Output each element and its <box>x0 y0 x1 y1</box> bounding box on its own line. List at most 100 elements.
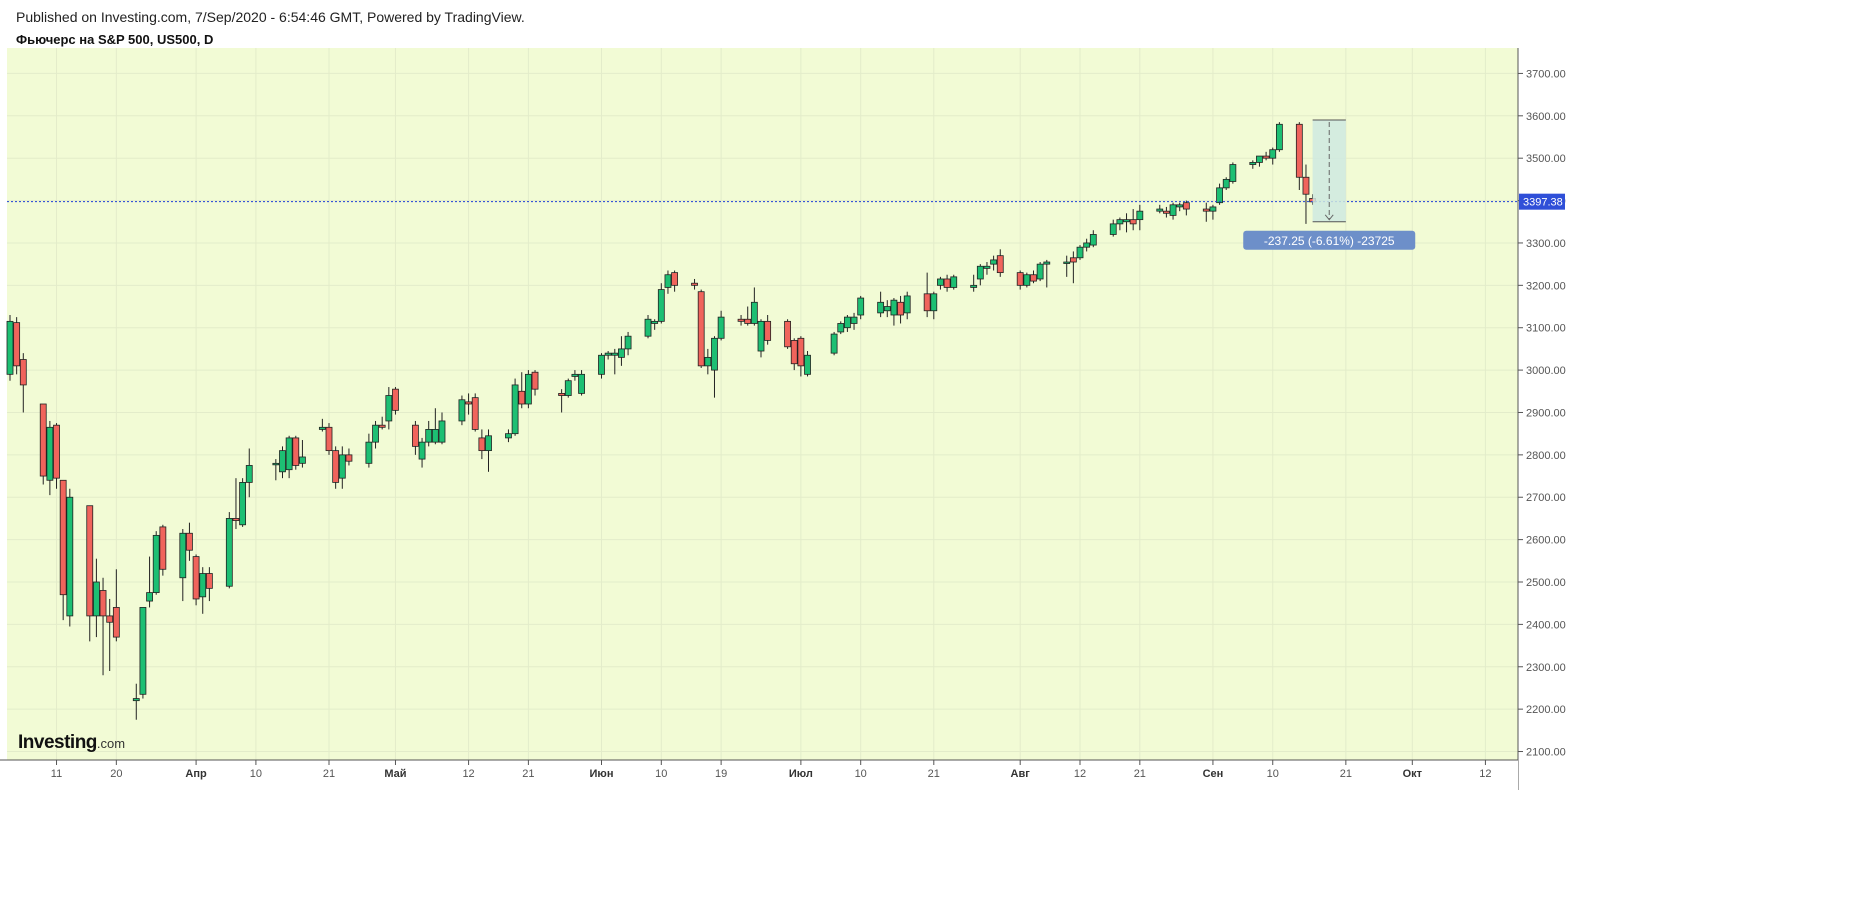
time-tick-label: Июн <box>590 768 614 780</box>
candle-body-up <box>804 354 811 375</box>
time-tick-label: Июл <box>789 768 813 780</box>
candle-body-up <box>245 465 253 483</box>
candle-body-up <box>132 698 140 702</box>
candle-body-up <box>46 426 54 481</box>
candle-body-down <box>764 320 772 341</box>
investing-logo: Investing.com <box>18 732 125 753</box>
price-tick-label: 3100.00 <box>1526 323 1566 335</box>
candle-body-up <box>146 592 153 602</box>
investing-logo-text: Investing.com <box>18 732 125 753</box>
candle <box>431 408 439 445</box>
price-axis[interactable]: 2100.00 2200.00 2300.00 2400.00 2500.00 2600.… <box>1517 48 1853 790</box>
candle-body-down <box>518 390 526 405</box>
candle <box>438 412 446 445</box>
candle <box>604 351 612 360</box>
candle-body-down <box>1182 202 1190 210</box>
candle <box>239 478 247 527</box>
candle-body-down <box>531 371 539 390</box>
candle <box>279 446 286 479</box>
candle-body-down <box>737 318 745 322</box>
investing-logo-suffix: .com <box>97 736 125 751</box>
candle-body-down <box>205 573 213 589</box>
price-tick-label: 2900.00 <box>1526 407 1566 419</box>
time-tick-label: 10 <box>250 768 262 780</box>
candle-body-up <box>6 320 14 375</box>
candle <box>19 353 27 413</box>
candle-body-up <box>1036 263 1044 280</box>
time-axis[interactable]: 11 20 Апр 10 21 Май 12 21 Июн 10 19 Июл 10 21 Авг 12 21 С… <box>0 759 1518 924</box>
candle <box>618 336 625 366</box>
candle-body-down <box>186 532 193 551</box>
candle <box>1083 238 1091 252</box>
measure-label-badge <box>1243 230 1416 250</box>
candle-body-up <box>511 384 519 435</box>
candle-body-up <box>598 354 605 375</box>
candle-body-down <box>332 450 340 483</box>
candle <box>1222 177 1230 190</box>
candle-body-up <box>1083 242 1091 248</box>
candle <box>1123 213 1130 233</box>
measure-arrowhead-icon <box>1324 214 1334 221</box>
candle-body-up <box>750 301 758 324</box>
candle-body-up <box>611 352 619 356</box>
candle-body-up <box>1063 261 1071 264</box>
candle <box>664 270 672 294</box>
time-tick-label: Окт <box>1403 768 1423 780</box>
time-tick-label: 10 <box>855 768 867 780</box>
candle-body-down <box>112 607 120 638</box>
candle <box>930 291 938 320</box>
plot-background[interactable] <box>7 48 1518 760</box>
candle <box>943 274 951 292</box>
candle-body-down <box>232 518 240 521</box>
candle-body-up <box>1216 187 1223 204</box>
candle-body-down <box>19 359 27 386</box>
candle-body-up <box>1169 204 1177 216</box>
candle-body-up <box>976 265 984 280</box>
candle-body-down <box>478 437 486 452</box>
candle-body-down <box>378 424 386 428</box>
candle-body-up <box>1209 206 1217 212</box>
candle-body-up <box>564 380 572 396</box>
candle <box>983 262 991 275</box>
candle <box>651 319 659 330</box>
candle <box>1202 202 1210 222</box>
candle-body-up <box>338 454 346 479</box>
price-tick-label: 2700.00 <box>1526 492 1566 504</box>
candle <box>1043 259 1051 288</box>
candle-body-down <box>39 403 47 477</box>
candle-body-up <box>664 274 672 288</box>
time-tick-label: Апр <box>185 768 207 780</box>
candle <box>292 435 300 470</box>
candle-body-up <box>485 435 492 452</box>
candle <box>1169 202 1177 220</box>
candle <box>1069 251 1077 284</box>
measure-tool[interactable]: -237.25 (-6.61%) -23725 <box>1243 119 1416 250</box>
candle-body-up <box>1043 261 1051 265</box>
candle-body-up <box>372 424 379 443</box>
price-axis-bg <box>1518 48 1853 790</box>
candle <box>385 387 393 430</box>
candle-body-up <box>1156 208 1164 212</box>
candle-body-up <box>857 297 865 316</box>
time-tick-label: 12 <box>462 768 474 780</box>
price-tick-label: 3700.00 <box>1526 68 1566 80</box>
candle-body-down <box>13 322 21 367</box>
candle-body-up <box>877 301 885 314</box>
candle-body-up <box>704 356 712 367</box>
candle-body-up <box>318 426 326 430</box>
candle <box>830 331 838 356</box>
candle <box>990 255 998 271</box>
candle <box>6 315 14 381</box>
candle-body-up <box>425 429 433 443</box>
candle <box>797 336 805 377</box>
candle <box>1176 202 1184 212</box>
candle-body-up <box>970 284 978 288</box>
candle-body-up <box>179 532 187 579</box>
candle <box>332 446 340 489</box>
candle-body-up <box>903 295 911 314</box>
price-tick-label: 3300.00 <box>1526 238 1566 250</box>
candle <box>691 278 698 290</box>
candle <box>558 389 566 413</box>
candle-body-up <box>711 337 718 371</box>
